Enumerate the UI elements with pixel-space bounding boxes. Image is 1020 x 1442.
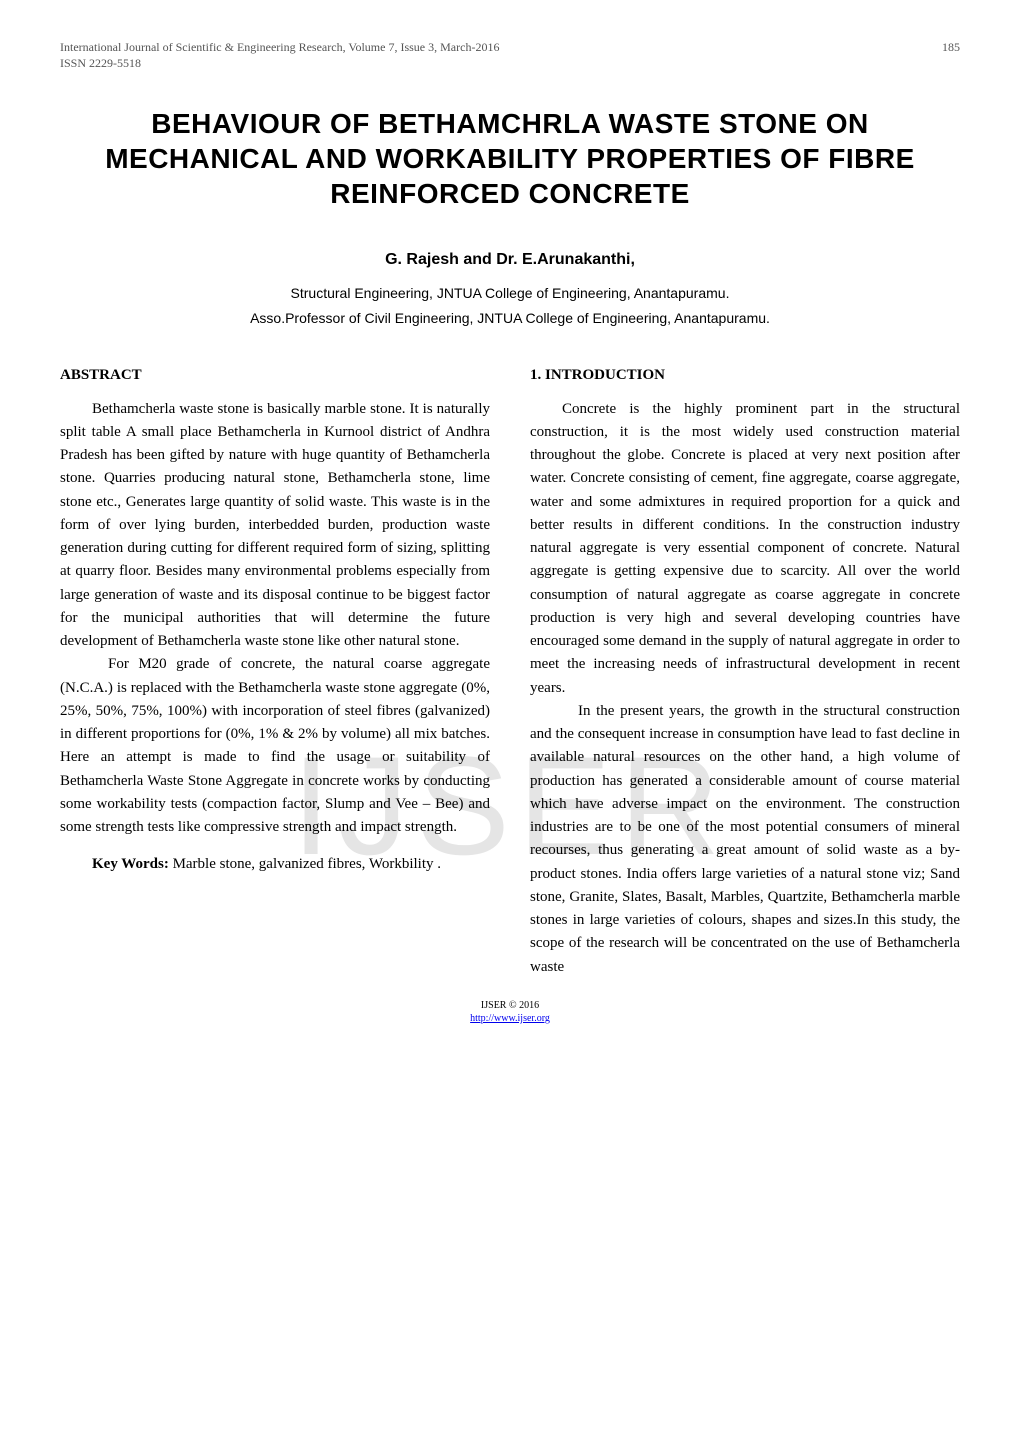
- intro-paragraph-1: Concrete is the highly prominent part in…: [530, 398, 960, 700]
- journal-line: International Journal of Scientific & En…: [60, 40, 499, 56]
- abstract-heading: ABSTRACT: [60, 367, 490, 384]
- right-column: 1. INTRODUCTION Concrete is the highly p…: [530, 367, 960, 979]
- left-column: ABSTRACT Bethamcherla waste stone is bas…: [60, 367, 490, 979]
- page-number: 185: [942, 40, 960, 55]
- introduction-heading: 1. INTRODUCTION: [530, 367, 960, 384]
- abstract-paragraph-1: Bethamcherla waste stone is basically ma…: [60, 398, 490, 654]
- content-layer: International Journal of Scientific & En…: [60, 40, 960, 1025]
- keywords-text: Marble stone, galvanized fibres, Workbil…: [169, 856, 441, 872]
- affiliations-block: Structural Engineering, JNTUA College of…: [60, 281, 960, 331]
- issn-line: ISSN 2229-5518: [60, 56, 499, 72]
- affiliation-line-1: Structural Engineering, JNTUA College of…: [60, 281, 960, 306]
- paper-title: BEHAVIOUR OF BETHAMCHRLA WASTE STONE ON …: [60, 106, 960, 211]
- keywords-label: Key Words:: [92, 856, 169, 872]
- authors-line: G. Rajesh and Dr. E.Arunakanthi,: [60, 251, 960, 269]
- header-meta: International Journal of Scientific & En…: [60, 40, 499, 71]
- page-container: IJSER International Journal of Scientifi…: [60, 40, 960, 1025]
- affiliation-line-2: Asso.Professor of Civil Engineering, JNT…: [60, 306, 960, 331]
- abstract-paragraph-2: For M20 grade of concrete, the natural c…: [60, 653, 490, 839]
- intro-paragraph-2: In the present years, the growth in the …: [530, 700, 960, 979]
- footer-copyright: IJSER © 2016: [60, 999, 960, 1012]
- header-row: International Journal of Scientific & En…: [60, 40, 960, 71]
- page-footer: IJSER © 2016 http://www.ijser.org: [60, 999, 960, 1025]
- keywords-paragraph: Key Words: Marble stone, galvanized fibr…: [60, 853, 490, 876]
- two-column-layout: ABSTRACT Bethamcherla waste stone is bas…: [60, 367, 960, 979]
- footer-link[interactable]: http://www.ijser.org: [470, 1013, 550, 1024]
